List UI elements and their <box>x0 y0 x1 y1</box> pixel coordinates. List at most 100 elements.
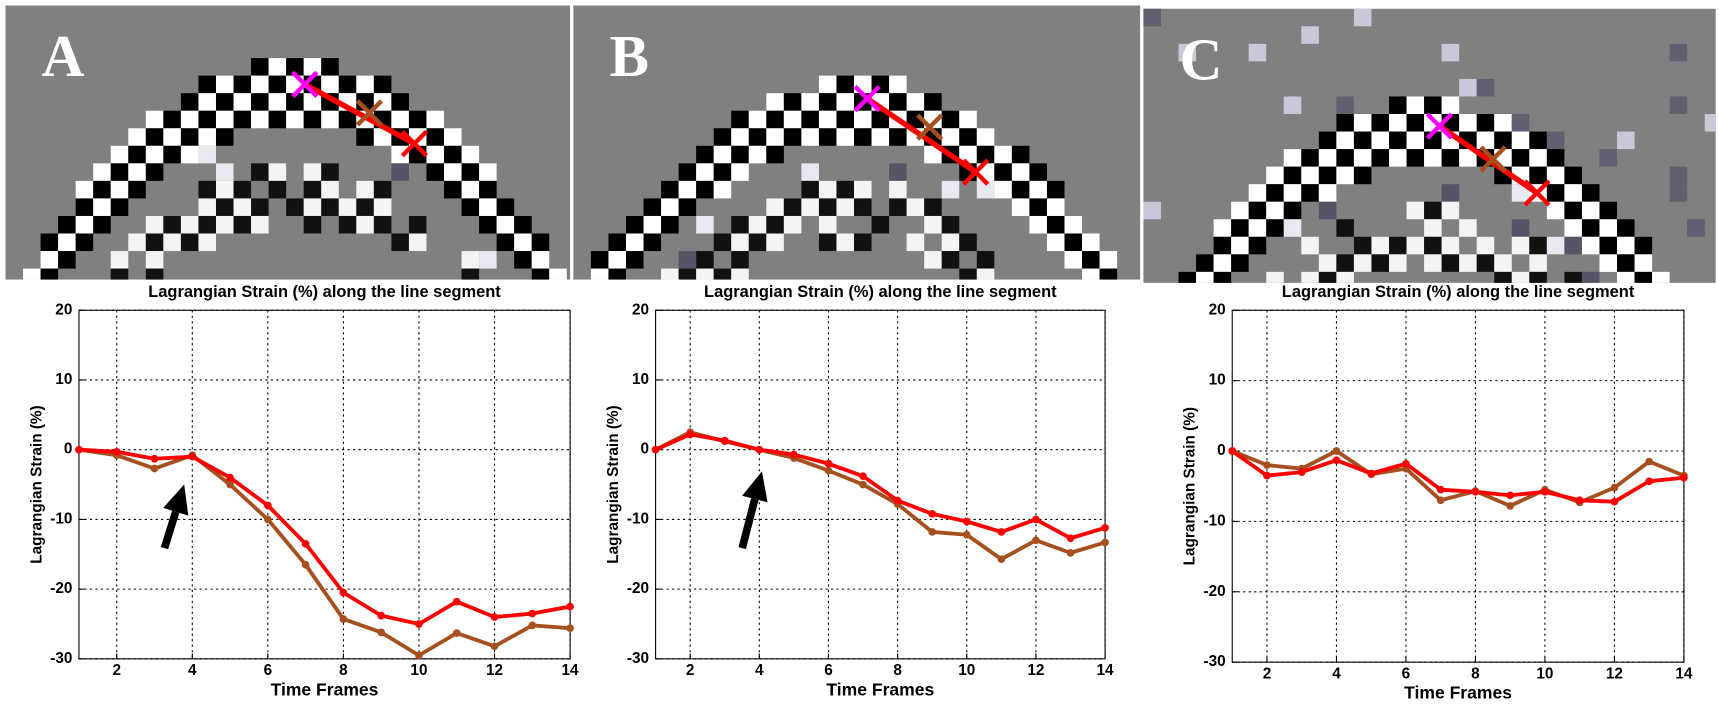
image-cell <box>1389 96 1407 115</box>
image-cell <box>1178 43 1197 62</box>
image-cell <box>661 198 679 216</box>
image-cell <box>889 128 907 146</box>
image-cell <box>766 93 784 111</box>
image-cell <box>836 75 855 94</box>
data-line <box>78 447 571 658</box>
image-cell <box>1082 251 1100 269</box>
image-cell <box>889 75 907 94</box>
image-cell <box>1669 184 1688 202</box>
image-cell <box>625 233 644 252</box>
image-cell <box>303 163 322 181</box>
image-cell <box>1546 166 1565 185</box>
image-cell <box>286 93 304 111</box>
image-cell <box>251 75 269 94</box>
image-cell <box>1371 131 1389 150</box>
image-cell <box>93 198 111 216</box>
data-point <box>1367 469 1376 478</box>
point-marker <box>355 99 384 127</box>
image-cell <box>836 93 855 111</box>
image-cell <box>801 110 819 129</box>
image-cell <box>924 198 942 216</box>
image-cell <box>1318 166 1337 185</box>
image-cell <box>1231 236 1249 255</box>
image-cell <box>531 251 550 269</box>
image-cell <box>625 215 644 234</box>
image-cell <box>1424 96 1442 115</box>
plot-area <box>78 310 571 659</box>
image-cell <box>1231 219 1249 237</box>
image-cell <box>889 198 907 216</box>
image-cell <box>215 215 234 234</box>
image-cell <box>1441 254 1460 272</box>
image-cell <box>783 198 802 216</box>
image-cell <box>110 180 129 199</box>
x-tick-label: 6 <box>1402 665 1411 682</box>
image-cell <box>1564 166 1582 185</box>
image-cell <box>1599 219 1618 237</box>
image-cell <box>1581 236 1600 255</box>
image-cell <box>128 163 146 181</box>
image-cell <box>356 180 374 199</box>
image-cell <box>994 180 1012 199</box>
plot-area <box>655 310 1106 659</box>
image-cell <box>731 268 749 280</box>
image-cell <box>1529 149 1547 167</box>
image-cell <box>1424 149 1442 167</box>
image-cell <box>1029 163 1047 181</box>
image-cell <box>75 233 94 252</box>
image-cell <box>286 110 304 129</box>
image-cell <box>1266 184 1284 202</box>
image-cell <box>1336 131 1354 150</box>
image-cell <box>233 180 252 199</box>
image-cell <box>286 198 304 216</box>
data-point <box>790 450 798 459</box>
data-point <box>1541 487 1549 496</box>
image-cell <box>1231 201 1249 220</box>
image-cell <box>1283 201 1302 220</box>
image-cell <box>198 128 216 146</box>
image-cell <box>976 180 995 199</box>
image-cell <box>145 110 164 129</box>
point-marker <box>916 113 944 141</box>
image-cell <box>1196 254 1214 272</box>
data-line <box>1231 449 1685 508</box>
image-cell <box>976 268 995 280</box>
image-cell <box>321 58 339 76</box>
image-cell <box>1494 131 1512 150</box>
plot-frame <box>78 309 571 660</box>
image-cell <box>461 180 480 199</box>
image-cell <box>163 215 181 234</box>
image-cell <box>251 163 269 181</box>
image-cell <box>444 145 462 164</box>
image-cell <box>713 180 732 199</box>
image-cell <box>1617 236 1635 255</box>
image-cell <box>818 215 837 234</box>
image-cell <box>590 268 609 280</box>
y-tick-label: -30 <box>1203 653 1225 670</box>
image-cell <box>1476 254 1495 272</box>
image-cell <box>163 145 181 164</box>
x-axis-label: Time Frames <box>1404 683 1512 703</box>
y-tick-label: -10 <box>1203 512 1225 529</box>
data-point <box>1032 536 1040 545</box>
image-cell <box>40 268 59 280</box>
data-point <box>1645 477 1653 486</box>
x-tick-label: 2 <box>686 662 695 679</box>
image-cell <box>1353 114 1372 132</box>
image-cell <box>1389 236 1407 255</box>
y-tick-label: -20 <box>1203 583 1225 600</box>
image-cell <box>1283 96 1302 115</box>
image-cell <box>1406 149 1425 167</box>
data-point <box>415 620 423 628</box>
x-tick-label: 14 <box>1097 662 1115 679</box>
image-cell <box>1301 149 1319 167</box>
image-cell <box>1546 149 1565 167</box>
chart-title: Lagrangian Strain (%) along the line seg… <box>704 283 1057 301</box>
data-point <box>1471 487 1480 496</box>
image-cell <box>408 110 427 129</box>
image-cell <box>268 180 287 199</box>
image-cell <box>748 233 767 252</box>
image-cell <box>1441 149 1460 167</box>
image-cell <box>1064 215 1083 234</box>
y-tick-label: -20 <box>627 580 649 597</box>
